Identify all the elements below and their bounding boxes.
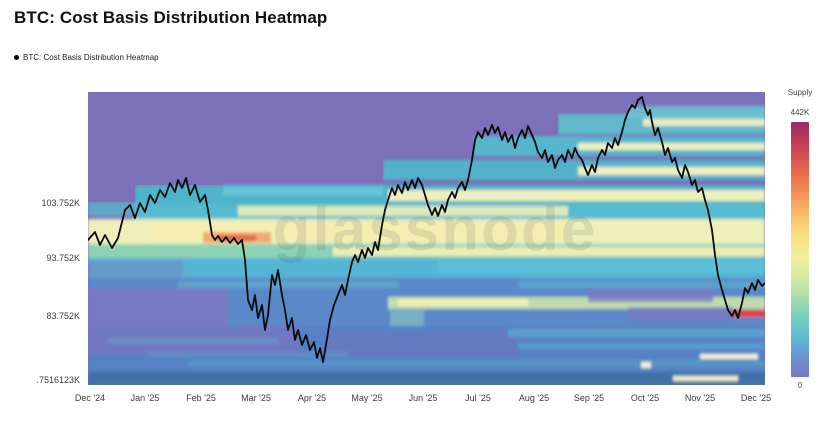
x-tick-label: Apr '25 [297, 393, 327, 403]
y-tick-label: 93.752K [46, 253, 80, 263]
y-tick-label: .7516123K [36, 375, 80, 385]
supply-band [588, 288, 713, 302]
supply-band [398, 299, 528, 306]
supply-band [700, 354, 758, 359]
x-tick-label: Dec '25 [740, 393, 772, 403]
supply-band [628, 106, 765, 118]
supply-band [88, 372, 765, 385]
x-tick-label: May '25 [351, 393, 383, 403]
colorbar-gradient [791, 122, 809, 377]
supply-band [438, 261, 765, 273]
supply-band [218, 235, 256, 241]
colorbar-title: Supply [787, 88, 813, 97]
no-supply-region [473, 92, 558, 134]
x-tick-label: Dec '24 [74, 393, 106, 403]
x-tick-label: Nov '25 [684, 393, 716, 403]
supply-band [148, 352, 348, 357]
supply-band [518, 281, 765, 288]
no-supply-region [135, 92, 223, 185]
heatmap-bands [88, 106, 765, 385]
colorbar-max-label: 442K [790, 108, 810, 117]
heatmap-top-mask [88, 92, 765, 202]
btc-price-line [88, 96, 765, 363]
supply-band [518, 343, 765, 349]
x-tick-label: Jun '25 [408, 393, 438, 403]
supply-band [628, 307, 733, 321]
x-tick-label: Feb '25 [186, 393, 216, 403]
y-tick-label: 83.752K [46, 311, 80, 321]
y-tick-label: 103.752K [41, 198, 80, 208]
x-tick-label: Mar '25 [241, 393, 271, 403]
x-tick-label: Jul '25 [465, 393, 491, 403]
glassnode-watermark: glassnode [273, 195, 598, 264]
supply-band [388, 190, 765, 201]
supply-band [88, 202, 135, 216]
supply-band [178, 281, 398, 288]
x-tick-label: Jan '25 [130, 393, 160, 403]
supply-band [673, 376, 738, 381]
legend-marker-icon [14, 55, 19, 60]
no-supply-region [628, 92, 765, 102]
supply-band [508, 329, 765, 337]
x-tick-label: Sep '25 [573, 393, 605, 403]
legend-item-btc-cbd[interactable]: BTC: Cost Basis Distribution Heatmap [23, 53, 159, 62]
legend: BTC: Cost Basis Distribution Heatmap [14, 53, 159, 62]
x-tick-label: Aug '25 [518, 393, 550, 403]
x-tick-label: Oct '25 [630, 393, 660, 403]
heatmap-canvas[interactable]: glassnode [88, 92, 765, 385]
supply-band [328, 332, 518, 356]
supply-band [88, 288, 228, 326]
heatmap-plot[interactable]: glassnode [88, 92, 765, 385]
no-supply-region [558, 92, 628, 112]
colorbar-min-label: 0 [797, 381, 803, 390]
supply-band [733, 310, 765, 317]
no-supply-region [223, 92, 383, 178]
supply-band [641, 362, 651, 368]
no-supply-region [383, 92, 473, 158]
supply-band [390, 310, 424, 330]
supply-band [88, 260, 183, 278]
supply-band [238, 206, 568, 216]
supply-band [333, 247, 765, 256]
supply-band [578, 143, 765, 150]
supply-band [108, 338, 278, 343]
no-supply-region [88, 92, 135, 202]
supply-band [578, 167, 765, 175]
supply-band [223, 186, 383, 196]
supply-band [188, 360, 765, 367]
colorbar: Supply 442K 0 [779, 88, 821, 390]
supply-band [643, 119, 765, 126]
page-title: BTC: Cost Basis Distribution Heatmap [14, 8, 328, 27]
